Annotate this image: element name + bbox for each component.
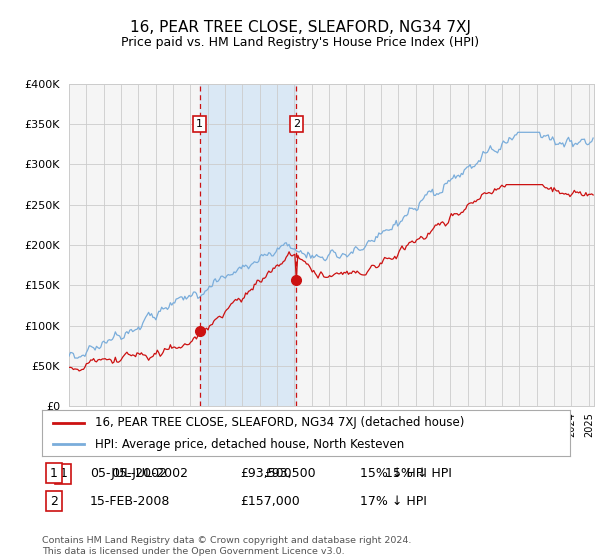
Text: Contains HM Land Registry data © Crown copyright and database right 2024.
This d: Contains HM Land Registry data © Crown c… (42, 536, 412, 556)
Text: 15-FEB-2008: 15-FEB-2008 (90, 494, 170, 508)
Text: 17% ↓ HPI: 17% ↓ HPI (360, 494, 427, 508)
Text: 1: 1 (196, 119, 203, 129)
Bar (200, 84, 296, 406)
Text: 05-JUL-2002: 05-JUL-2002 (110, 467, 188, 480)
Text: 15% ↓ HPI: 15% ↓ HPI (360, 466, 427, 480)
Text: 1: 1 (59, 467, 67, 480)
Text: £93,500: £93,500 (240, 466, 292, 480)
Text: £93,500: £93,500 (264, 467, 316, 480)
Text: 05-JUL-2002: 05-JUL-2002 (90, 466, 167, 480)
Text: £157,000: £157,000 (240, 494, 300, 508)
Text: Price paid vs. HM Land Registry's House Price Index (HPI): Price paid vs. HM Land Registry's House … (121, 36, 479, 49)
Text: 15% ↓ HPI: 15% ↓ HPI (385, 467, 452, 480)
Text: 1: 1 (50, 466, 58, 480)
Text: 2: 2 (50, 494, 58, 508)
Text: 16, PEAR TREE CLOSE, SLEAFORD, NG34 7XJ (detached house): 16, PEAR TREE CLOSE, SLEAFORD, NG34 7XJ … (95, 417, 464, 430)
Text: 2: 2 (293, 119, 300, 129)
Text: HPI: Average price, detached house, North Kesteven: HPI: Average price, detached house, Nort… (95, 437, 404, 450)
Text: 16, PEAR TREE CLOSE, SLEAFORD, NG34 7XJ: 16, PEAR TREE CLOSE, SLEAFORD, NG34 7XJ (130, 20, 470, 35)
